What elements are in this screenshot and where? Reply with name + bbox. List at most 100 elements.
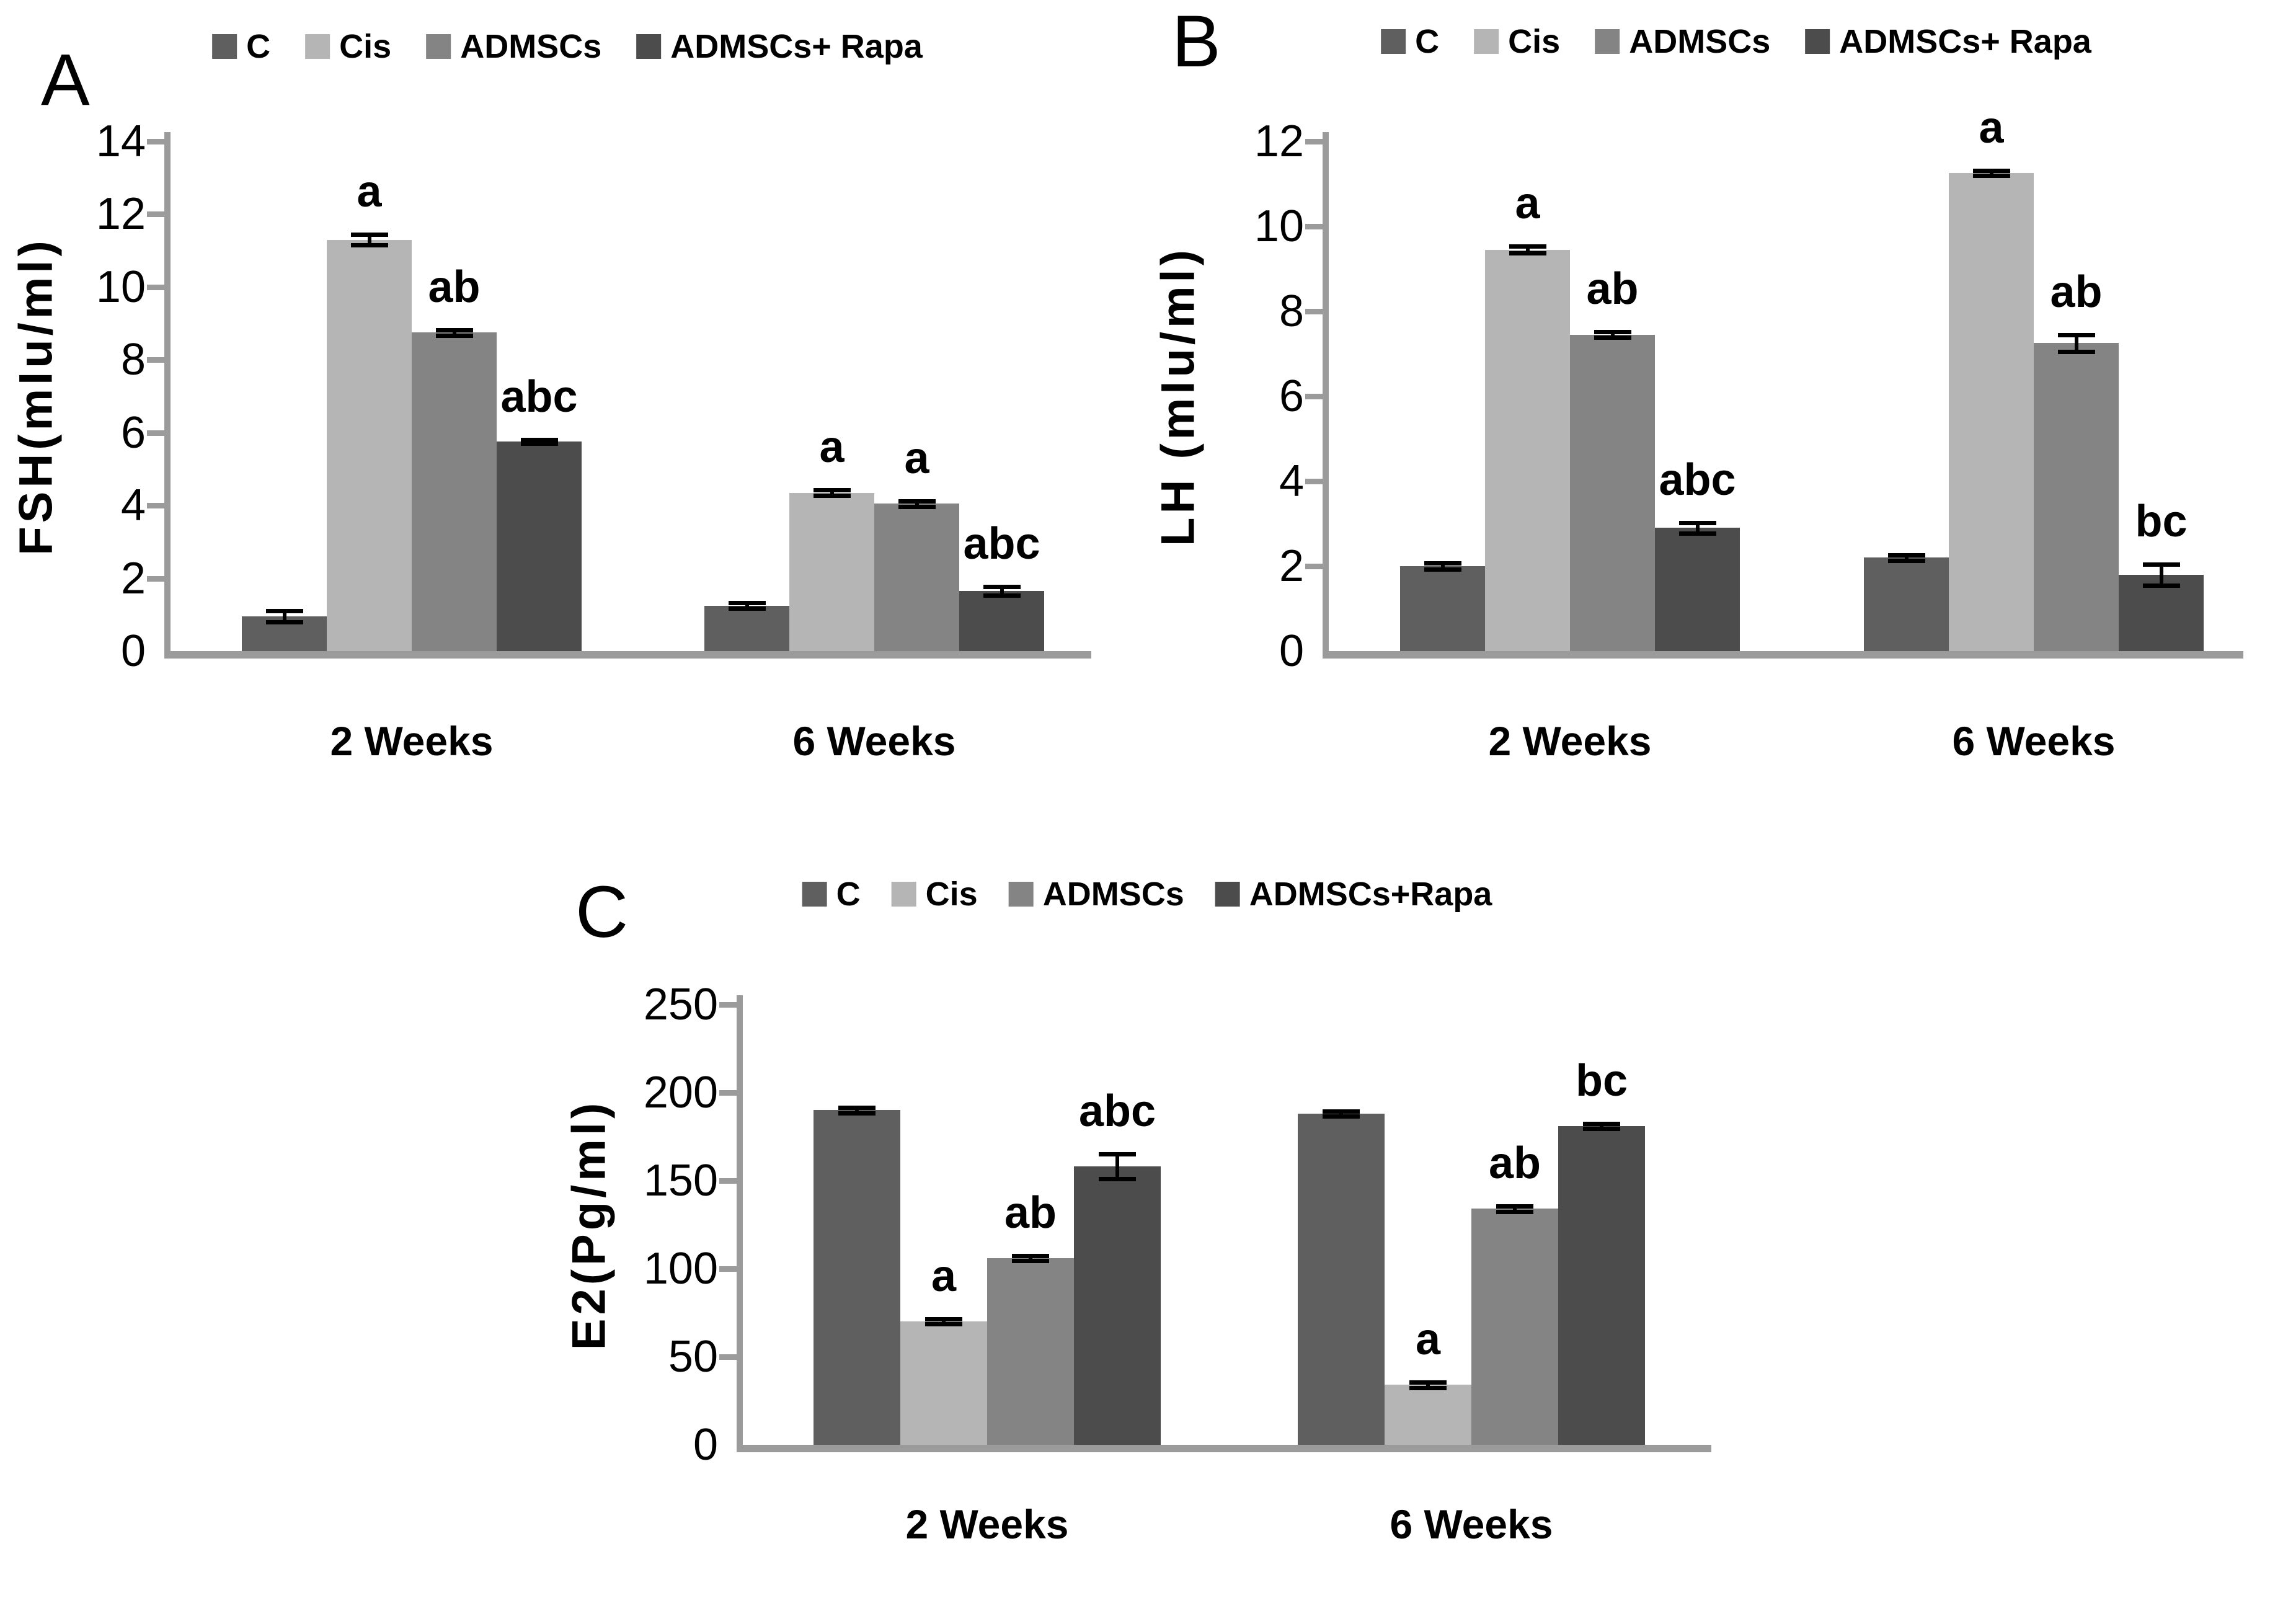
- x-category-label: 2 Weeks: [330, 718, 494, 764]
- error-bar-cap-bottom: [1594, 335, 1631, 340]
- y-axis-tick-label: 10: [95, 262, 146, 312]
- bar-admscs-rapa: [1074, 1166, 1161, 1445]
- bar-cis: [1385, 1385, 1471, 1445]
- y-axis-tick: [147, 503, 164, 509]
- error-bar-cap-bottom: [983, 593, 1021, 598]
- panel-a-legend: C Cis ADMSCs ADMSCs+ Rapa: [212, 30, 923, 63]
- panel-b-legend: C Cis ADMSCs ADMSCs+ Rapa: [1381, 25, 2091, 58]
- legend-swatch: [212, 34, 237, 59]
- y-axis-tick-label: 6: [120, 407, 146, 458]
- significance-label: a: [1515, 179, 1540, 229]
- error-bar-cap-top: [2057, 332, 2095, 337]
- error-bar-cap-top: [265, 609, 303, 614]
- error-bar-cap-bottom: [1583, 1127, 1620, 1132]
- legend-item-admscs: ADMSCs: [426, 30, 601, 63]
- significance-label: abc: [1659, 455, 1736, 505]
- y-axis-line: [1323, 132, 1329, 657]
- legend-swatch: [891, 882, 916, 907]
- error-bar-stem: [1610, 331, 1615, 338]
- error-bar-cap-top: [728, 601, 766, 606]
- error-bar-cap-top: [838, 1106, 876, 1111]
- error-bar-stem: [1115, 1154, 1119, 1179]
- panel-c-legend: C Cis ADMSCs ADMSCs+Rapa: [802, 877, 1492, 911]
- error-bar-cap-bottom: [1099, 1177, 1136, 1182]
- bar-admscs: [1570, 334, 1655, 651]
- significance-label: ab: [1488, 1138, 1541, 1189]
- error-bar-cap-bottom: [520, 441, 558, 446]
- bar-admscs-rapa: [1558, 1125, 1645, 1445]
- y-axis-tick-label: 2: [1279, 541, 1304, 591]
- y-axis-tick-label: 12: [95, 189, 146, 239]
- bar-admscs: [412, 332, 497, 651]
- error-bar-cap-top: [350, 232, 388, 237]
- x-category-label: 6 Weeks: [792, 718, 956, 764]
- error-bar-cap-top: [520, 438, 558, 443]
- legend-label: C: [1415, 23, 1440, 60]
- error-bar-cap-top: [1424, 561, 1461, 566]
- error-bar-stem: [1989, 171, 1993, 176]
- error-bar-cap-bottom: [898, 504, 936, 509]
- error-bar-cap-top: [925, 1316, 962, 1321]
- error-bar-cap-top: [1887, 552, 1925, 557]
- error-bar-cap-top: [1012, 1253, 1049, 1258]
- y-axis-tick: [147, 357, 164, 363]
- y-axis-tick-label: 0: [120, 626, 146, 676]
- panel-c-letter: C: [575, 871, 629, 953]
- error-bar-cap-bottom: [838, 1111, 876, 1116]
- bar-c: [1864, 557, 1949, 651]
- error-bar-cap-top: [1409, 1380, 1447, 1385]
- bar-c: [704, 605, 789, 651]
- legend-label: ADMSCs+Rapa: [1249, 876, 1492, 913]
- y-axis-tick: [719, 1002, 737, 1008]
- bar-c: [1400, 566, 1485, 651]
- bar-c: [814, 1110, 900, 1445]
- error-bar-cap-top: [1323, 1109, 1360, 1114]
- y-axis-tick: [147, 575, 164, 582]
- significance-label: abc: [963, 519, 1040, 569]
- y-axis-tick-label: 10: [1254, 202, 1304, 251]
- y-axis-tick: [1305, 479, 1323, 484]
- bar-cis: [789, 492, 874, 651]
- error-bar-cap-top: [435, 327, 473, 332]
- error-bar-cap-bottom: [1012, 1259, 1049, 1264]
- y-axis-tick-label: 50: [668, 1332, 718, 1382]
- y-axis-tick-label: 0: [1279, 626, 1304, 676]
- error-bar-stem: [452, 329, 456, 335]
- y-axis-tick: [147, 211, 164, 218]
- legend-item-admscs-rapa: ADMSCs+ Rapa: [636, 30, 923, 63]
- error-bar-cap-bottom: [435, 333, 473, 338]
- x-axis-line: [1323, 651, 2243, 659]
- significance-label: a: [1979, 103, 2004, 153]
- error-bar-cap-top: [1509, 244, 1546, 249]
- y-axis-tick: [1305, 224, 1323, 229]
- error-bar-stem: [855, 1107, 859, 1113]
- y-axis-tick: [719, 1354, 737, 1360]
- error-bar-stem: [915, 500, 919, 507]
- significance-label: a: [1415, 1315, 1441, 1365]
- legend-item-admscs: ADMSCs: [1008, 877, 1184, 911]
- legend-item-admscs: ADMSCs: [1595, 25, 1770, 58]
- y-axis-tick-label: 4: [120, 481, 146, 531]
- legend-label: Cis: [925, 876, 978, 913]
- error-bar-cap-top: [1583, 1121, 1620, 1126]
- significance-label: bc: [2135, 496, 2188, 546]
- error-bar-cap-top: [898, 499, 936, 504]
- bar-cis: [1949, 173, 2034, 651]
- legend-item-cis: Cis: [305, 30, 391, 63]
- panel-a-y-axis-title: FSH(mIu/ml): [9, 237, 63, 556]
- legend-swatch: [802, 882, 827, 907]
- error-bar-stem: [1426, 1382, 1430, 1388]
- legend-item-admscs-rapa: ADMSCs+ Rapa: [1805, 25, 2091, 58]
- y-axis-tick-label: 150: [643, 1156, 718, 1205]
- legend-swatch: [1381, 29, 1406, 54]
- bar-cis: [327, 239, 412, 651]
- y-axis-tick-label: 8: [120, 335, 146, 385]
- y-axis-tick-label: 6: [1279, 371, 1304, 421]
- bar-admscs-rapa: [1655, 528, 1740, 651]
- legend-label: ADMSCs: [1629, 23, 1771, 60]
- error-bar-cap-bottom: [2142, 583, 2180, 588]
- bar-admscs: [2034, 343, 2119, 651]
